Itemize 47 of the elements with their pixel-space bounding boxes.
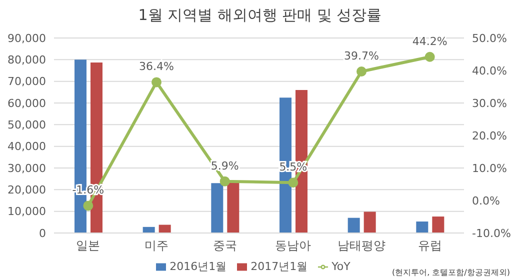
y-tick-label: 10,000	[8, 205, 46, 218]
legend-label: YoY	[332, 260, 350, 273]
y2-tick-label: 10.0%	[472, 162, 507, 175]
data-label: -1.6%	[72, 184, 104, 197]
x-tick-label: 중국	[212, 238, 237, 253]
bar	[227, 181, 240, 233]
chart-title: 1월 지역별 해외여행 판매 및 성장률	[137, 6, 383, 25]
bar	[348, 218, 360, 233]
y2-tick-label: 40.0%	[472, 64, 507, 78]
x-tick-label: 미주	[144, 238, 168, 253]
y-tick-label: 60,000	[8, 96, 46, 110]
bar	[416, 222, 428, 233]
point	[356, 66, 366, 76]
y-tick-label: 20,000	[8, 184, 46, 197]
y2-tick-label: 30.0%	[472, 96, 507, 110]
bar	[142, 226, 155, 233]
data-label: 5.5%	[279, 160, 308, 174]
bar	[432, 216, 444, 233]
x-tick-label: 유럽	[418, 238, 442, 253]
data-label: 36.4%	[139, 60, 174, 74]
x-tick-label: 남태평양	[338, 238, 386, 253]
bar	[211, 183, 224, 233]
y2-tick-label: 20.0%	[472, 129, 507, 142]
y2-tick-label: -10.0%	[472, 226, 511, 240]
point	[152, 77, 162, 88]
y-tick-label: 50,000	[8, 118, 46, 132]
x-tick-label: 일본	[76, 238, 100, 253]
data-label: 39.7%	[344, 49, 379, 62]
bar	[364, 212, 376, 233]
point	[424, 52, 435, 62]
point	[220, 176, 230, 186]
y-tick-label: 30,000	[8, 162, 46, 175]
y-tick-label: 0	[39, 226, 46, 240]
point	[288, 178, 298, 188]
point	[83, 200, 94, 211]
legend-label: 2016년1월	[170, 260, 227, 273]
legend-label: 2017년1월	[250, 260, 308, 273]
data-label: 44.2%	[412, 34, 448, 48]
x-tick-label: 동남아	[275, 238, 312, 253]
text: (현지투어, 호텔포함/항공권제외)	[392, 267, 510, 278]
y2-tick-label: 50.0%	[472, 32, 507, 45]
bar	[158, 224, 171, 233]
y-tick-label: 80,000	[8, 54, 46, 67]
y2-tick-label: 0.0%	[472, 194, 500, 208]
y-tick-label: 40,000	[8, 140, 46, 154]
y-tick-label: 70,000	[8, 75, 46, 88]
y-tick-label: 90,000	[8, 32, 46, 45]
